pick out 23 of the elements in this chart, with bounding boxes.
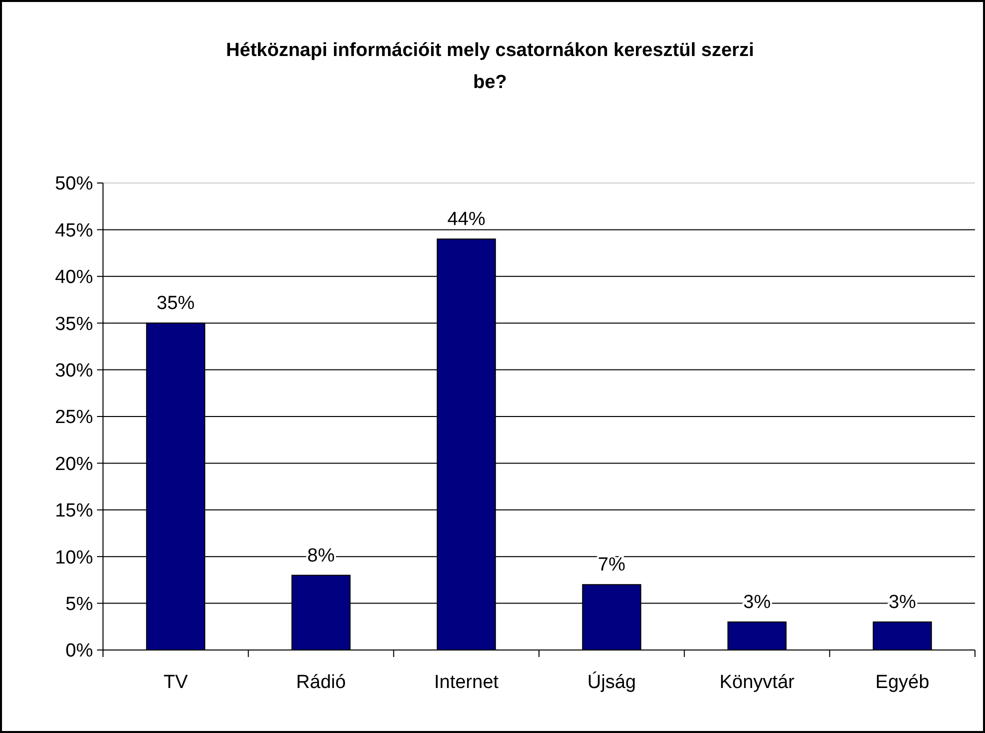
data-label: 44% [447, 209, 486, 230]
x-tick-label: Újság [587, 671, 636, 693]
y-tick-label: 0% [66, 640, 94, 662]
x-tick-label: Egyéb [875, 672, 930, 693]
y-tick-label: 5% [66, 594, 94, 615]
data-label: 7% [598, 554, 626, 576]
y-tick-label: 30% [54, 360, 94, 382]
x-tick-label: Rádió [296, 672, 346, 693]
y-tick-label: 35% [54, 314, 94, 335]
chart-title: Hétköznapi információit mely csatornákon keresztül szerzi be? [226, 40, 754, 93]
x-tick-label: Könyvtár [720, 672, 796, 693]
y-tick-label: 15% [54, 500, 94, 522]
bar [727, 621, 787, 650]
bar [872, 621, 932, 650]
y-tick-label: 10% [54, 547, 94, 568]
y-tick-label: 25% [54, 407, 94, 428]
x-tick-label: Internet [434, 672, 500, 693]
y-tick-label: 50% [54, 174, 94, 195]
y-tick-label: 45% [54, 220, 94, 242]
data-label: 35% [156, 293, 195, 314]
y-tick-label: 20% [54, 454, 94, 475]
y-tick-label: 40% [54, 267, 94, 288]
x-tick-label: TV [164, 672, 188, 693]
